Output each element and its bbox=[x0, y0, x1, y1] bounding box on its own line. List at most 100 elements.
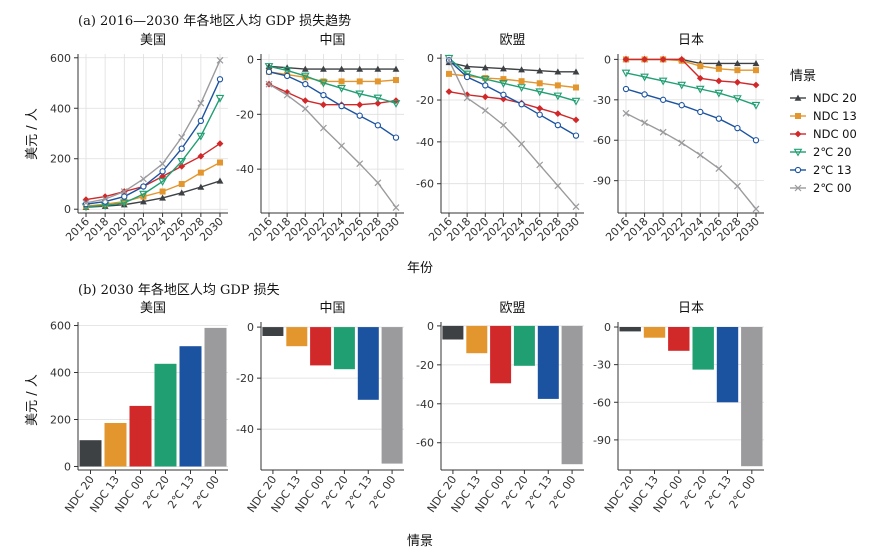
bar-2c-13 bbox=[357, 327, 379, 400]
chart-a-title: (a) 2016—2030 年各地区人均 GDP 损失趋势 bbox=[78, 13, 351, 29]
y-tick-label: -90 bbox=[593, 175, 611, 188]
line-panels: 0200400600201620182020202220242026202820… bbox=[50, 33, 764, 244]
point-ndc-13 bbox=[446, 70, 452, 77]
point-ndc-13 bbox=[482, 75, 489, 82]
point-ndc-13 bbox=[573, 84, 579, 91]
point-2c-00 bbox=[265, 80, 273, 88]
point-2c-13 bbox=[500, 91, 507, 98]
point-2c-00 bbox=[500, 121, 507, 129]
bar-2c-20 bbox=[513, 325, 535, 366]
point-2c-13 bbox=[554, 121, 562, 129]
legend-marker bbox=[793, 148, 803, 157]
panel-title: 欧盟 bbox=[499, 33, 525, 48]
point-ndc-00 bbox=[734, 78, 741, 86]
bar-ndc-20 bbox=[262, 327, 284, 336]
chart-b-ylabel: 美元 / 人 bbox=[25, 374, 40, 426]
point-ndc-13 bbox=[178, 180, 185, 187]
point-ndc-13 bbox=[320, 78, 327, 85]
point-ndc-00 bbox=[715, 77, 723, 85]
line-panel-2: 0-20-4020162018202020222024202620282030中… bbox=[236, 33, 404, 244]
point-2c-00 bbox=[356, 160, 364, 168]
point-ndc-13 bbox=[715, 65, 722, 72]
point-2c-00 bbox=[659, 128, 667, 136]
y-tick-label: -60 bbox=[416, 178, 434, 191]
y-tick-label: -20 bbox=[236, 372, 254, 385]
point-2c-00 bbox=[120, 188, 128, 195]
panel-title: 日本 bbox=[678, 301, 704, 316]
point-2c-20 bbox=[480, 75, 490, 84]
panel-bg bbox=[78, 322, 228, 470]
point-2c-20 bbox=[373, 94, 383, 103]
bar-2c-00 bbox=[561, 325, 583, 465]
panel-bg bbox=[441, 54, 584, 213]
point-ndc-13 bbox=[338, 78, 345, 85]
series-line-ndc-20 bbox=[448, 61, 576, 73]
y-tick-label: -30 bbox=[593, 94, 611, 107]
y-tick-label: 0 bbox=[604, 53, 611, 66]
point-ndc-20 bbox=[536, 67, 544, 74]
y-tick-label: -20 bbox=[236, 108, 254, 121]
legend-item-ndc-00: NDC 00 bbox=[790, 127, 857, 141]
point-ndc-20 bbox=[216, 177, 224, 184]
legend: 情景 NDC 20 NDC 13 NDC 00 2℃ 20 2℃ 13 2℃ 00 bbox=[790, 69, 857, 195]
y-tick-label: 400 bbox=[50, 102, 71, 115]
point-2c-13 bbox=[622, 85, 630, 93]
point-2c-00 bbox=[301, 105, 309, 113]
legend-item-2c-13: 2℃ 13 bbox=[790, 163, 852, 177]
point-ndc-00 bbox=[536, 104, 544, 112]
point-2c-20 bbox=[677, 81, 687, 90]
point-ndc-00 bbox=[301, 97, 309, 105]
point-2c-00 bbox=[641, 119, 648, 127]
point-ndc-00 bbox=[159, 173, 166, 180]
point-2c-13 bbox=[482, 82, 489, 89]
bar-ndc-13 bbox=[466, 325, 488, 354]
y-tick-label: -40 bbox=[416, 136, 434, 149]
point-2c-13 bbox=[374, 122, 382, 129]
legend-item-ndc-20: NDC 20 bbox=[790, 91, 857, 105]
point-ndc-00 bbox=[678, 55, 686, 63]
point-ndc-00 bbox=[752, 81, 760, 89]
y-tick-label: 0 bbox=[247, 321, 254, 334]
point-2c-00 bbox=[734, 182, 741, 190]
point-2c-00 bbox=[445, 56, 453, 64]
chart-b-title: (b) 2030 年各地区人均 GDP 损失 bbox=[78, 282, 280, 298]
point-ndc-20 bbox=[178, 189, 186, 196]
point-2c-20 bbox=[571, 97, 581, 106]
point-2c-20 bbox=[553, 92, 563, 101]
point-2c-13 bbox=[338, 102, 345, 110]
bar-2c-20 bbox=[333, 327, 355, 370]
point-2c-13 bbox=[320, 91, 327, 99]
point-ndc-13 bbox=[734, 67, 741, 74]
series-line-2c-20 bbox=[625, 72, 757, 106]
point-2c-00 bbox=[101, 195, 109, 203]
point-ndc-00 bbox=[641, 55, 648, 63]
point-ndc-13 bbox=[536, 80, 543, 87]
y-tick-label: -90 bbox=[593, 434, 611, 447]
point-ndc-20 bbox=[752, 60, 760, 67]
point-ndc-20 bbox=[481, 64, 489, 71]
point-ndc-00 bbox=[178, 162, 186, 170]
point-2c-20 bbox=[714, 89, 724, 98]
point-ndc-13 bbox=[518, 78, 525, 85]
point-ndc-00 bbox=[445, 88, 453, 96]
point-ndc-00 bbox=[554, 110, 562, 118]
legend-title: 情景 bbox=[790, 69, 816, 84]
x-tick-label: 2℃ 00 bbox=[190, 473, 222, 511]
point-2c-20 bbox=[462, 70, 472, 79]
panel-bg bbox=[618, 322, 764, 470]
point-2c-20 bbox=[282, 67, 292, 75]
bar-2c-00 bbox=[381, 327, 403, 464]
point-2c-00 bbox=[178, 133, 186, 141]
point-ndc-13 bbox=[500, 76, 507, 83]
point-2c-00 bbox=[216, 56, 224, 64]
y-tick-label: 0 bbox=[427, 320, 434, 333]
point-2c-20 bbox=[139, 190, 148, 199]
series-line-2c-13 bbox=[85, 78, 221, 205]
y-tick-label: 200 bbox=[50, 413, 71, 426]
point-2c-13 bbox=[697, 108, 704, 116]
point-ndc-20 bbox=[518, 66, 525, 73]
legend-label: NDC 13 bbox=[813, 109, 857, 123]
point-2c-20 bbox=[119, 199, 129, 208]
panel-bg bbox=[618, 54, 764, 213]
